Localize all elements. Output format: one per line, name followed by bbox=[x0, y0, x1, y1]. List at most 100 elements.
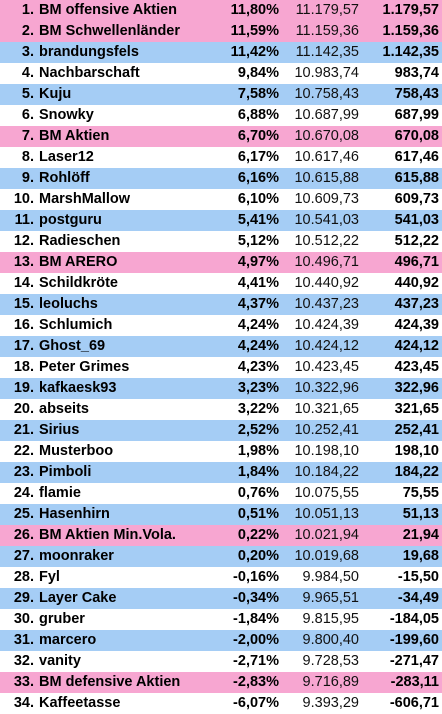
table-row: 13. BM ARERO 4,97% 10.496,71 496,71 bbox=[0, 252, 442, 273]
rank-cell: 9. bbox=[21, 170, 34, 186]
gain-amount: 496,71 bbox=[394, 254, 439, 270]
rank-cell: 2. bbox=[21, 23, 34, 39]
portfolio-value: 10.423,45 bbox=[294, 359, 359, 375]
performance-percent: 6,16% bbox=[237, 170, 279, 186]
performance-percent: 1,84% bbox=[237, 464, 279, 480]
rank-cell: 5. bbox=[21, 86, 34, 102]
participant-name: Layer Cake bbox=[39, 590, 117, 606]
portfolio-value: 10.424,12 bbox=[294, 338, 359, 354]
table-row: 16. Schlumich 4,24% 10.424,39 424,39 bbox=[0, 315, 442, 336]
rank-cell: 21. bbox=[13, 422, 34, 438]
rank-cell: 34. bbox=[13, 695, 34, 711]
participant-name: Schlumich bbox=[39, 317, 113, 333]
participant-name: postguru bbox=[39, 212, 102, 228]
gain-amount: 437,23 bbox=[394, 296, 439, 312]
performance-percent: 6,88% bbox=[237, 107, 279, 123]
table-row: 21. Sirius 2,52% 10.252,41 252,41 bbox=[0, 420, 442, 441]
performance-percent: 11,80% bbox=[230, 2, 279, 18]
table-row: 34. Kaffeetasse -6,07% 9.393,29 -606,71 bbox=[0, 693, 442, 714]
performance-percent: 3,22% bbox=[237, 401, 279, 417]
performance-percent: -6,07% bbox=[233, 695, 279, 711]
participant-name: vanity bbox=[39, 653, 81, 669]
table-row: 25. Hasenhirn 0,51% 10.051,13 51,13 bbox=[0, 504, 442, 525]
portfolio-value: 10.321,65 bbox=[294, 401, 359, 417]
rank-cell: 26. bbox=[13, 527, 34, 543]
portfolio-value: 10.440,92 bbox=[294, 275, 359, 291]
table-row: 32. vanity -2,71% 9.728,53 -271,47 bbox=[0, 651, 442, 672]
portfolio-value: 10.198,10 bbox=[294, 443, 359, 459]
performance-percent: -2,83% bbox=[233, 674, 279, 690]
table-row: 9. Rohlöff 6,16% 10.615,88 615,88 bbox=[0, 168, 442, 189]
portfolio-value: 10.424,39 bbox=[294, 317, 359, 333]
performance-percent: 4,41% bbox=[237, 275, 279, 291]
rank-cell: 29. bbox=[13, 590, 34, 606]
gain-amount: -271,47 bbox=[389, 653, 439, 669]
participant-name: Kaffeetasse bbox=[39, 695, 121, 711]
participant-name: Hasenhirn bbox=[39, 506, 110, 522]
gain-amount: 617,46 bbox=[394, 149, 439, 165]
table-row: 24. flamie 0,76% 10.075,55 75,55 bbox=[0, 483, 442, 504]
participant-name: brandungsfels bbox=[39, 44, 139, 60]
table-row: 4. Nachbarschaft 9,84% 10.983,74 983,74 bbox=[0, 63, 442, 84]
performance-percent: 2,52% bbox=[237, 422, 279, 438]
performance-percent: -0,34% bbox=[233, 590, 279, 606]
table-row: 14. Schildkröte 4,41% 10.440,92 440,92 bbox=[0, 273, 442, 294]
rank-cell: 23. bbox=[13, 464, 34, 480]
participant-name: Kuju bbox=[39, 86, 72, 102]
table-row: 20. abseits 3,22% 10.321,65 321,65 bbox=[0, 399, 442, 420]
rank-cell: 20. bbox=[13, 401, 34, 417]
participant-name: Fyl bbox=[39, 569, 60, 585]
portfolio-value: 11.142,35 bbox=[295, 44, 359, 60]
rank-cell: 8. bbox=[21, 149, 34, 165]
gain-amount: 51,13 bbox=[402, 506, 439, 522]
participant-name: BM ARERO bbox=[39, 254, 118, 270]
table-row: 33. BM defensive Aktien -2,83% 9.716,89 -283… bbox=[0, 672, 442, 693]
table-row: 8. Laser12 6,17% 10.617,46 617,46 bbox=[0, 147, 442, 168]
performance-percent: 3,23% bbox=[237, 380, 279, 396]
rank-cell: 31. bbox=[13, 632, 34, 648]
performance-percent: 6,70% bbox=[237, 128, 279, 144]
gain-amount: 19,68 bbox=[402, 548, 439, 564]
rank-cell: 6. bbox=[21, 107, 34, 123]
portfolio-value: 10.051,13 bbox=[294, 506, 359, 522]
portfolio-value: 10.322,96 bbox=[294, 380, 359, 396]
participant-name: Pimboli bbox=[39, 464, 92, 480]
participant-name: abseits bbox=[39, 401, 89, 417]
performance-percent: 6,10% bbox=[237, 191, 279, 207]
gain-amount: 687,99 bbox=[394, 107, 439, 123]
performance-percent: -2,71% bbox=[233, 653, 279, 669]
rank-cell: 7. bbox=[21, 128, 34, 144]
gain-amount: -606,71 bbox=[389, 695, 439, 711]
rank-cell: 16. bbox=[13, 317, 34, 333]
gain-amount: 252,41 bbox=[394, 422, 439, 438]
gain-amount: 983,74 bbox=[394, 65, 439, 81]
table-row: 10. MarshMallow 6,10% 10.609,73 609,73 bbox=[0, 189, 442, 210]
table-row: 27. moonraker 0,20% 10.019,68 19,68 bbox=[0, 546, 442, 567]
performance-percent: 5,12% bbox=[237, 233, 279, 249]
gain-amount: 21,94 bbox=[402, 527, 439, 543]
table-row: 11. postguru 5,41% 10.541,03 541,03 bbox=[0, 210, 442, 231]
table-row: 28. Fyl -0,16% 9.984,50 -15,50 bbox=[0, 567, 442, 588]
performance-percent: 4,24% bbox=[237, 317, 279, 333]
gain-amount: 1.159,36 bbox=[382, 23, 439, 39]
portfolio-value: 10.252,41 bbox=[294, 422, 359, 438]
table-row: 12. Radieschen 5,12% 10.512,22 512,22 bbox=[0, 231, 442, 252]
portfolio-value: 9.393,29 bbox=[302, 695, 359, 711]
portfolio-value: 10.019,68 bbox=[294, 548, 359, 564]
portfolio-value: 9.716,89 bbox=[302, 674, 359, 690]
rank-cell: 1. bbox=[21, 2, 34, 18]
portfolio-value: 9.800,40 bbox=[302, 632, 359, 648]
performance-percent: -0,16% bbox=[233, 569, 279, 585]
participant-name: BM defensive Aktien bbox=[39, 674, 181, 690]
gain-amount: 615,88 bbox=[394, 170, 439, 186]
performance-percent: 11,42% bbox=[230, 44, 279, 60]
participant-name: moonraker bbox=[39, 548, 114, 564]
rank-cell: 18. bbox=[13, 359, 34, 375]
participant-name: Nachbarschaft bbox=[39, 65, 140, 81]
participant-name: MarshMallow bbox=[39, 191, 131, 207]
rank-cell: 17. bbox=[13, 338, 34, 354]
table-row: 19. kafkaesk93 3,23% 10.322,96 322,96 bbox=[0, 378, 442, 399]
gain-amount: 512,22 bbox=[394, 233, 439, 249]
table-row: 6. Snowky 6,88% 10.687,99 687,99 bbox=[0, 105, 442, 126]
